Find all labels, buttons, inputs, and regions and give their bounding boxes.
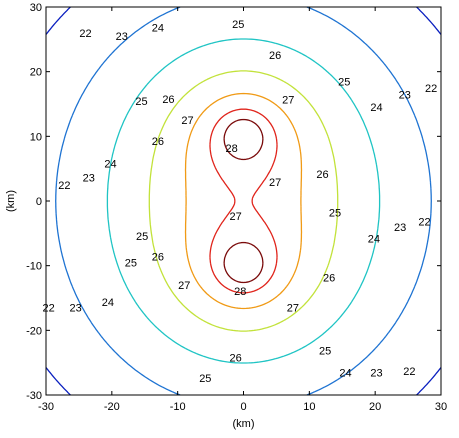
contour-label: 25 — [338, 76, 350, 88]
contour-label: 27 — [181, 115, 193, 127]
x-tick-label: -10 — [170, 401, 186, 413]
x-tick-label: 20 — [369, 401, 381, 413]
contour-label: 22 — [425, 83, 437, 95]
y-tick-label: -20 — [26, 325, 42, 337]
y-tick-label: -30 — [26, 390, 42, 402]
contour-label: 24 — [368, 234, 380, 246]
contour-label: 23 — [83, 173, 95, 185]
contour-label: 24 — [152, 23, 164, 35]
contour-label: 28 — [234, 286, 246, 298]
y-tick-label: -10 — [26, 261, 42, 273]
y-axis-label: (km) — [5, 190, 17, 212]
contour-label: 25 — [136, 231, 148, 243]
x-tick-label: 0 — [240, 401, 246, 413]
contour-label: 27 — [287, 303, 299, 315]
contour-label: 26 — [269, 50, 281, 62]
x-tick-label: 10 — [303, 401, 315, 413]
contour-label: 22 — [403, 366, 415, 378]
contour-label: 23 — [399, 89, 411, 101]
contour-label: 25 — [232, 19, 244, 31]
contour-label: 25 — [135, 96, 147, 108]
x-axis-ticks: -30 -20 -10 0 10 20 30 — [38, 7, 447, 413]
contour-label: 25 — [319, 345, 331, 357]
x-axis-label: (km) — [233, 418, 255, 430]
contour-label: 27 — [282, 94, 294, 106]
y-tick-label: 0 — [36, 196, 42, 208]
contour-label: 23 — [116, 31, 128, 43]
x-tick-label: -30 — [38, 401, 54, 413]
contour-label: 26 — [152, 252, 164, 264]
contour-label: 24 — [102, 297, 114, 309]
contour-level-28 — [223, 118, 264, 284]
contour-labels: 22 23 24 25 26 27 28 27 26 26 25 24 23 22 25 24 23 22 26 27… — [43, 19, 438, 385]
contour-level-23 — [55, 6, 432, 396]
y-tick-label: 30 — [30, 2, 42, 14]
contour-label: 24 — [339, 367, 351, 379]
contour-label: 26 — [152, 136, 164, 148]
contour-level-26 — [184, 92, 303, 310]
contour-label: 27 — [269, 177, 281, 189]
x-tick-label: 30 — [435, 401, 447, 413]
contour-level-24 — [106, 38, 381, 364]
contour-label: 23 — [394, 222, 406, 234]
contour-label: 22 — [58, 180, 70, 192]
y-tick-label: 10 — [30, 131, 42, 143]
y-axis-ticks: -30 -20 -10 0 10 20 30 — [26, 2, 441, 402]
contour-label: 27 — [229, 211, 241, 223]
y-tick-label: 20 — [30, 67, 42, 79]
contour-label: 25 — [199, 373, 211, 385]
x-tick-label: -20 — [104, 401, 120, 413]
contour-level-25 — [148, 70, 339, 332]
contour-level-22 — [45, 6, 442, 396]
contour-label: 23 — [70, 303, 82, 315]
contour-label: 22 — [43, 303, 55, 315]
contour-label: 26 — [162, 94, 174, 106]
contour-label: 22 — [79, 28, 91, 40]
contour-lines — [45, 6, 442, 396]
plot-frame — [45, 6, 442, 396]
contour-label: 25 — [125, 257, 137, 269]
contour-level-27 — [209, 108, 278, 294]
contour-label: 23 — [370, 367, 382, 379]
contour-label: 24 — [370, 102, 382, 114]
contour-label: 26 — [323, 272, 335, 284]
contour-label: 25 — [329, 208, 341, 220]
contour-label: 28 — [226, 143, 238, 155]
contour-label: 27 — [178, 280, 190, 292]
contour-label: 22 — [418, 217, 430, 229]
contour-label: 26 — [316, 169, 328, 181]
contour-label: 24 — [104, 158, 116, 170]
contour-label: 26 — [229, 352, 241, 364]
